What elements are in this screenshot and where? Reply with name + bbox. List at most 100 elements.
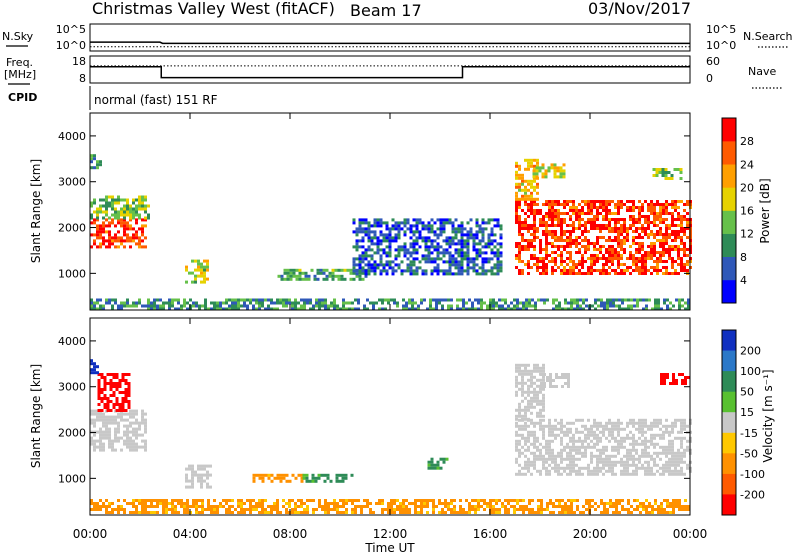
colorbar-tick-label: 20 — [740, 181, 754, 194]
velocity-colorbar: 200 100 50 15 -15 -50 -100 -200 — [721, 329, 765, 516]
freq-label-line1: Freq. — [6, 56, 33, 69]
colorbar-tick-label: 200 — [740, 345, 761, 358]
echo-region-10 — [90, 298, 690, 311]
echo-region-7 — [515, 418, 692, 476]
colorbar-tick-label: 28 — [740, 135, 754, 148]
echo-region-2 — [90, 359, 99, 375]
echo-region-0 — [90, 218, 147, 249]
time-tick-label: 00:00 — [73, 527, 108, 541]
colorbar-swatch — [722, 494, 736, 516]
time-tick-label: 00:00 — [673, 527, 708, 541]
colorbar-swatch — [722, 371, 736, 392]
ytick-label: 1000 — [58, 472, 86, 485]
echo-region-6 — [427, 457, 449, 470]
colorbar-tick-label: 8 — [740, 251, 747, 264]
beam-label: Beam 17 — [350, 1, 422, 20]
time-tick-label: 04:00 — [173, 527, 208, 541]
freq-tick-right-top: 60 — [706, 55, 720, 68]
echo-region-5 — [352, 218, 503, 276]
power-panel-frame — [89, 112, 691, 311]
freq-tick-right-bottom: 0 — [706, 72, 713, 85]
colorbar-swatch — [722, 187, 736, 211]
noise-series-0 — [90, 41, 690, 45]
power-ylabel: Slant Range [km] — [29, 159, 43, 263]
cpid-label: CPID — [8, 91, 37, 104]
ytick-label: 3000 — [58, 176, 86, 189]
colorbar-swatch — [722, 391, 736, 413]
colorbar-swatch — [722, 256, 736, 281]
freq-tick-left-top: 18 — [72, 55, 86, 68]
colorbar-swatch — [722, 233, 736, 257]
noise-tick-right-top: 10^5 — [706, 23, 736, 36]
time-tick-label: 20:00 — [573, 527, 608, 541]
colorbar-tick-label: -50 — [740, 447, 758, 460]
noise-panel-frame — [89, 23, 691, 52]
freq-panel-frame — [89, 55, 691, 84]
echo-region-10 — [660, 373, 690, 385]
echo-region-5 — [302, 473, 354, 483]
colorbar-tick-label: 16 — [740, 205, 754, 218]
echo-region-7 — [515, 158, 539, 201]
colorbar-swatch — [722, 210, 736, 234]
colorbar-frame — [721, 117, 737, 304]
freq-lines — [90, 65, 690, 79]
cpid-text: normal (fast) 151 RF — [94, 93, 218, 107]
velocity-ylabel: Slant Range [km] — [29, 364, 43, 468]
echo-region-4 — [252, 473, 304, 483]
echo-region-8 — [515, 363, 545, 421]
ytick-label: 2000 — [58, 222, 86, 235]
echo-region-8 — [532, 163, 566, 179]
colorbar-swatch — [722, 432, 736, 454]
nave-label: Nave — [748, 65, 776, 78]
echo-region-2 — [90, 154, 102, 170]
ytick-label: 1000 — [58, 267, 86, 280]
colorbar-tick-label: 15 — [740, 406, 754, 419]
colorbar-tick-label: 12 — [740, 228, 754, 241]
time-axis: 00:00 04:00 08:00 12:00 16:00 20:00 00:00 — [73, 527, 708, 541]
ytick-label: 4000 — [58, 335, 86, 348]
echo-region-3 — [185, 464, 212, 489]
nsky-label: N.Sky — [2, 30, 34, 43]
colorbar-tick-label: -200 — [740, 488, 765, 501]
colorbar-swatch — [722, 141, 736, 165]
colorbar-tick-label: -15 — [740, 427, 758, 440]
station-title: Christmas Valley West (fitACF) — [92, 0, 335, 18]
freq-series — [90, 66, 690, 79]
echo-region-4 — [277, 268, 368, 281]
echo-region-1 — [97, 373, 131, 412]
ytick-label: 3000 — [58, 381, 86, 394]
time-tick-label: 16:00 — [473, 527, 508, 541]
time-axis-label: Time UT — [364, 541, 415, 554]
colorbar-tick-label: 100 — [740, 365, 761, 378]
echo-region-3 — [185, 259, 209, 284]
velocity-panel-frame — [89, 317, 691, 516]
colorbar-swatch — [722, 453, 736, 475]
time-tick-label: 12:00 — [373, 527, 408, 541]
colorbar-swatch — [722, 473, 736, 495]
time-tick-label: 08:00 — [273, 527, 308, 541]
echo-region-0 — [90, 409, 147, 452]
colorbar-tick-label: 24 — [740, 158, 754, 171]
noise-tick-left-top: 10^5 — [56, 23, 86, 36]
colorbar-tick-label: 50 — [740, 386, 754, 399]
noise-tick-left-bottom: 10^0 — [56, 39, 86, 52]
ytick-label: 2000 — [58, 427, 86, 440]
noise-lines — [90, 41, 690, 48]
colorbar-tick-label: -100 — [740, 468, 765, 481]
echo-region-6 — [515, 200, 692, 275]
colorbar-swatch — [722, 412, 736, 434]
nsearch-label: N.Search — [743, 30, 793, 43]
power-data — [90, 154, 692, 311]
colorbar-swatch — [722, 350, 736, 372]
colorbar-swatch — [722, 279, 736, 304]
colorbar-frame — [721, 329, 737, 516]
power-colorbar: 4 8 12 16 20 24 28 — [721, 117, 754, 304]
echo-region-9 — [540, 373, 570, 388]
echo-region-9 — [652, 168, 683, 180]
echo-region-1 — [90, 195, 150, 220]
power-colorbar-label: Power [dB] — [758, 178, 772, 243]
colorbar-swatch — [722, 164, 736, 188]
velocity-colorbar-label: Velocity [m s⁻¹] — [761, 369, 775, 462]
colorbar-swatch — [722, 118, 736, 142]
